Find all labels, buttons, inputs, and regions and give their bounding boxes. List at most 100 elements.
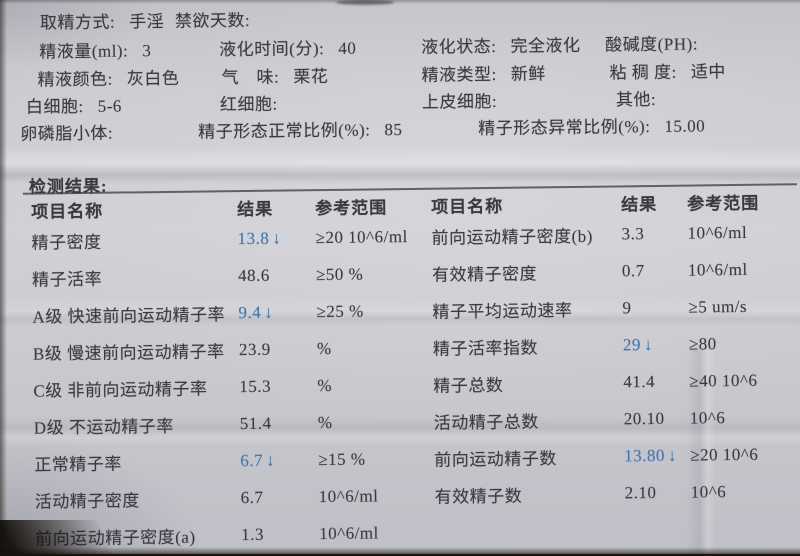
table-header-row: 项目名称 结果 参考范围 <box>31 192 427 223</box>
result-value: 20.10 <box>624 408 665 427</box>
field-value: 手淫 <box>129 12 164 31</box>
table-row: C级 非前向运动精子率 15.3 % <box>33 366 429 408</box>
photo-edge-shadow <box>0 0 7 554</box>
photo-edge-shadow <box>0 0 800 4</box>
param-name: 活动精子总数 <box>434 406 624 433</box>
column-header-range: 参考范围 <box>315 192 427 218</box>
result-value: 9 <box>622 298 631 317</box>
ref-range: ≥80 <box>689 333 799 354</box>
result-value: 6.7 <box>240 450 263 469</box>
ref-range: % <box>317 374 429 395</box>
result-value: 0.7 <box>622 261 645 280</box>
down-arrow-icon: ↓ <box>272 228 281 247</box>
ref-range: ≥25 % <box>316 300 428 321</box>
field-label: 气 味: <box>221 68 279 88</box>
param-name: 有效精子数 <box>435 480 625 507</box>
table-row: 精子活率指数 29↓ ≥80 <box>433 324 799 365</box>
result-value: 48.6 <box>238 265 270 284</box>
results-table-left: 项目名称 结果 参考范围 精子密度 13.8↓ ≥20 10^6/ml 精子活率… <box>31 192 431 556</box>
ref-range: ≥20 10^6/ml <box>315 226 427 247</box>
down-arrow-icon: ↓ <box>266 450 275 469</box>
field-label: 液化状态: <box>421 37 496 57</box>
down-arrow-icon: ↓ <box>644 335 653 354</box>
field-label: 白细胞: <box>26 97 84 117</box>
down-arrow-icon: ↓ <box>668 445 677 464</box>
field-liquefaction-time: 液化时间(分): 40 <box>219 34 356 61</box>
field-label: 精液类型: <box>421 65 496 85</box>
ref-range: % <box>317 337 429 358</box>
ref-range: ≥50 % <box>316 263 428 284</box>
param-name: 正常精子率 <box>34 448 240 476</box>
column-header-result: 结果 <box>237 194 315 220</box>
field-label: 上皮细胞: <box>422 92 497 112</box>
ref-range: 10^6 <box>690 407 800 428</box>
result-value: 41.4 <box>623 372 655 391</box>
table-row: 精子密度 13.8↓ ≥20 10^6/ml <box>31 218 427 260</box>
field-label: 酸碱度(PH): <box>605 34 698 54</box>
table-row: 精子平均运动速率 9 ≥5 um/s <box>432 287 798 328</box>
field-value: 5-6 <box>98 96 122 115</box>
result-value: 29 <box>623 335 641 354</box>
table-row: 活动精子密度 6.7 10^6/ml <box>35 477 431 519</box>
field-semen-volume: 精液量(ml):3 <box>39 36 151 62</box>
field-label: 液化时间(分): <box>219 39 324 59</box>
down-arrow-icon: ↓ <box>264 302 273 321</box>
field-abstinence-days: 禁欲天数: <box>175 6 265 32</box>
field-value: 85 <box>384 120 402 139</box>
field-label: 粘 稠 度: <box>609 63 676 83</box>
field-value: 栗花 <box>293 67 328 86</box>
field-label: 取精方式: <box>40 13 115 33</box>
param-name: C级 非前向运动精子率 <box>33 374 239 402</box>
result-value: 1.3 <box>241 524 264 543</box>
field-normal-morphology-pct: 精子形态正常比例(%): 85 <box>198 115 403 142</box>
field-value: 15.00 <box>664 116 705 135</box>
field-value: 新鲜 <box>511 64 546 83</box>
field-value: 40 <box>338 39 356 58</box>
table-row: 正常精子率 6.7↓ ≥15 % <box>34 440 430 482</box>
field-value: 完全液化 <box>510 36 580 56</box>
field-odor: 气 味: 栗花 <box>221 62 328 88</box>
result-value: 9.4 <box>238 302 261 321</box>
field-label: 精子形态正常比例(%): <box>198 120 370 141</box>
field-label: 其他: <box>616 90 656 109</box>
field-semen-color: 精液颜色:灰白色 <box>37 64 179 91</box>
table-row: A级 快速前向运动精子率 9.4↓ ≥25 % <box>32 292 428 334</box>
field-wbc: 白细胞: 5-6 <box>26 91 122 117</box>
field-liquefaction-state: 液化状态: 完全液化 <box>421 31 581 58</box>
column-header-range: 参考范围 <box>687 188 797 214</box>
field-other: 其他: <box>616 85 671 111</box>
field-label: 禁欲天数: <box>175 11 250 31</box>
param-name: 精子密度 <box>31 226 237 254</box>
field-label: 精子形态异常比例(%): <box>478 117 650 138</box>
result-value: 3.3 <box>621 224 644 243</box>
param-name: 有效精子密度 <box>432 258 622 285</box>
results-table-right: 项目名称 结果 参考范围 前向运动精子密度(b) 3.3 10^6/ml 有效精… <box>431 187 800 513</box>
param-name: 精子活率指数 <box>433 332 623 359</box>
param-name: 活动精子密度 <box>35 485 241 513</box>
ref-range: 10^6/ml <box>687 222 797 243</box>
table-row: 有效精子数 2.10 10^6 <box>434 472 800 513</box>
field-epithelial-cells: 上皮细胞: <box>422 87 512 113</box>
result-value: 13.8 <box>237 228 269 247</box>
ref-range: ≥5 um/s <box>688 296 798 317</box>
field-rbc: 红细胞: <box>220 89 292 115</box>
result-value: 6.7 <box>241 487 264 506</box>
column-header-name: 项目名称 <box>31 195 237 223</box>
result-value: 15.3 <box>239 376 271 395</box>
field-label: 精液量(ml): <box>39 41 128 61</box>
param-name: 精子活率 <box>32 263 238 291</box>
ref-range: 10^6/ml <box>319 522 431 543</box>
param-name: 精子总数 <box>433 369 623 396</box>
field-abnormal-morphology-pct: 精子形态异常比例(%): 15.00 <box>478 111 705 139</box>
result-value: 2.10 <box>625 482 657 501</box>
ref-range: % <box>318 411 430 432</box>
field-collection-method: 取精方式: 手淫 <box>40 7 165 34</box>
param-name: D级 不运动精子率 <box>34 411 240 439</box>
table-row: 有效精子密度 0.7 10^6/ml <box>432 250 798 291</box>
field-value: 灰白色 <box>127 69 180 89</box>
field-label: 红细胞: <box>220 95 278 115</box>
table-row: 活动精子总数 20.10 10^6 <box>434 398 800 439</box>
result-value: 23.9 <box>239 339 271 358</box>
field-viscosity: 粘 稠 度:适中 <box>609 57 726 83</box>
